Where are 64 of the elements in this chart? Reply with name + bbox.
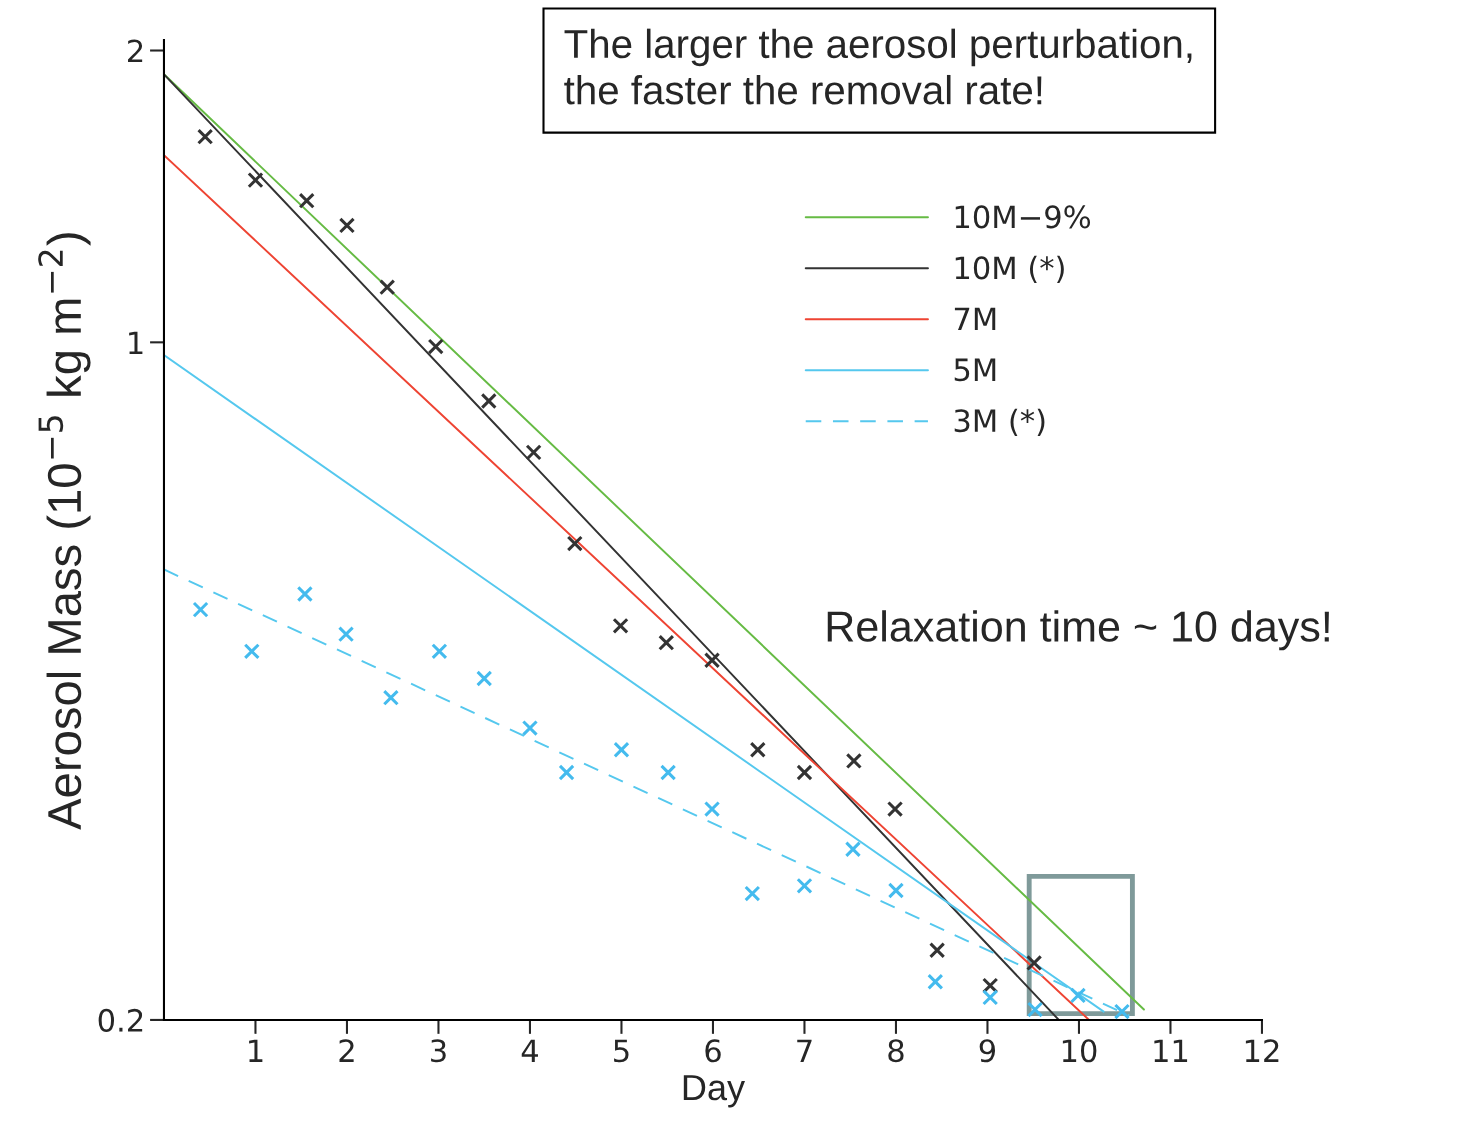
point [566, 535, 583, 552]
x-tick-label: 9 [979, 1039, 996, 1063]
legend-label: 10M (*) [955, 255, 1064, 283]
x-tick-label: 2 [339, 1039, 354, 1062]
point [929, 942, 946, 959]
point [247, 172, 264, 189]
point [796, 877, 813, 894]
y-tick-label: 2 [128, 39, 143, 63]
point [427, 338, 444, 355]
point [338, 217, 356, 234]
point [845, 752, 862, 770]
point [749, 741, 766, 758]
point [886, 800, 904, 818]
point [197, 128, 214, 145]
point [525, 444, 542, 461]
annotation: The larger the aerosol perturbation, the faster the removal rate! [564, 28, 1192, 105]
point [558, 764, 575, 781]
point [379, 279, 396, 296]
y-tick-label: 0.2 [98, 1008, 143, 1032]
point [1069, 987, 1087, 1004]
x-tick-label: 8 [888, 1039, 904, 1063]
point [703, 800, 721, 818]
point [844, 841, 862, 858]
annotation: Relaxation time ~ 10 days! [827, 610, 1329, 651]
x-tick-label: 4 [521, 1039, 538, 1062]
point [192, 601, 209, 618]
legend-label: 5M [954, 358, 996, 382]
point [476, 670, 493, 687]
point [521, 719, 539, 737]
point [1026, 954, 1043, 972]
point [612, 617, 629, 634]
y-axis-title: Aerosol Mass (10$^{−5}$ kg m$^{−2}$) [38, 233, 91, 830]
x-tick-label: 11 [1154, 1039, 1188, 1062]
point [298, 192, 315, 209]
point [982, 989, 999, 1006]
x-tick-label: 5 [614, 1039, 629, 1063]
point [887, 882, 905, 899]
point [703, 652, 721, 669]
x-tick-label: 3 [431, 1039, 446, 1063]
x-tick-label: 6 [705, 1039, 721, 1063]
point [296, 585, 313, 603]
x-tick-label: 7 [797, 1039, 812, 1062]
point [658, 634, 675, 651]
point [796, 764, 813, 781]
point [337, 626, 355, 643]
y-tick-label: 1 [129, 331, 143, 354]
x-tick-label: 1 [249, 1039, 263, 1062]
point [660, 764, 677, 781]
point [1026, 1001, 1044, 1018]
x-tick-label: 10 [1062, 1039, 1097, 1063]
point [243, 643, 260, 660]
legend-label: 7M [954, 307, 996, 330]
x-tick-label: 12 [1245, 1039, 1279, 1062]
point [1113, 1003, 1131, 1020]
point [431, 643, 448, 660]
point [382, 689, 400, 706]
x-axis-title: Day [683, 1075, 746, 1108]
point [927, 973, 944, 990]
point [613, 741, 630, 758]
point [744, 885, 761, 902]
legend-label: 10M−9% [955, 205, 1091, 229]
legend-label: 3M (*) [954, 408, 1045, 436]
point [480, 392, 497, 410]
point [982, 977, 999, 994]
